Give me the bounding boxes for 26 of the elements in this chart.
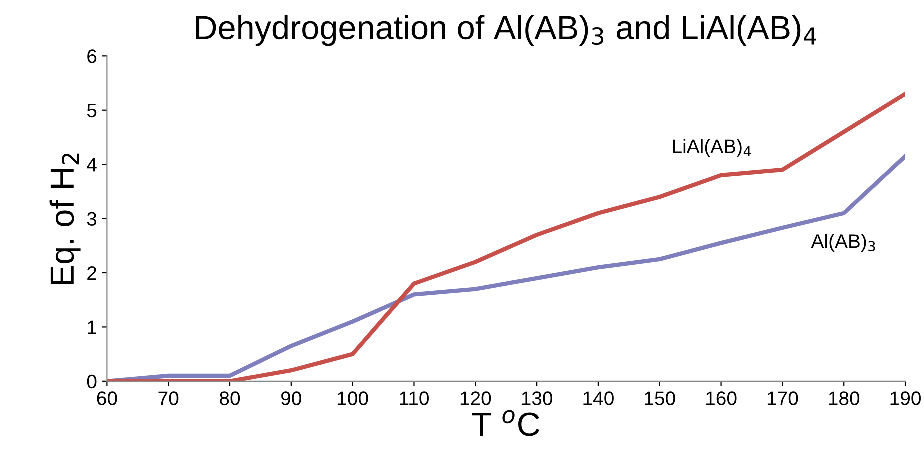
x-tick-label: 160 (706, 392, 737, 406)
x-tick-label: 60 (97, 392, 118, 406)
y-tick-label: 0 (87, 374, 97, 389)
x-tick-label: 100 (338, 392, 368, 406)
y-tick-label: 2 (88, 266, 96, 280)
x-tick-label: 120 (460, 392, 492, 406)
x-tick-label: 90 (282, 392, 302, 406)
series-label: LiAl(AB)$_{4}$ (673, 139, 752, 158)
y-tick-label: 6 (88, 50, 97, 64)
y-tick-label: 4 (87, 158, 97, 172)
x-tick-label: 110 (400, 392, 429, 406)
x-axis-title: T $^{o}$C (472, 410, 540, 436)
x-tick-label: 140 (584, 392, 614, 406)
x-tick-label: 80 (220, 392, 240, 406)
x-tick-label: 190 (890, 392, 921, 406)
y-tick-label: 1 (88, 320, 97, 334)
series-label: Al(AB)$_{3}$ (811, 234, 876, 252)
x-tick-label: 150 (645, 392, 676, 406)
y-axis-title: Eq. of H$_{2}$ (50, 154, 81, 284)
y-tick-label: 3 (87, 212, 97, 226)
x-tick-label: 180 (829, 392, 860, 406)
x-tick-label: 130 (522, 392, 553, 406)
x-tick-label: 70 (158, 392, 179, 406)
y-tick-label: 5 (87, 104, 97, 118)
x-tick-label: 170 (768, 392, 798, 406)
chart-title: Dehydrogenation of Al(AB)$_{3}$ and LiAl(AB)$_{4}$ (196, 15, 817, 46)
